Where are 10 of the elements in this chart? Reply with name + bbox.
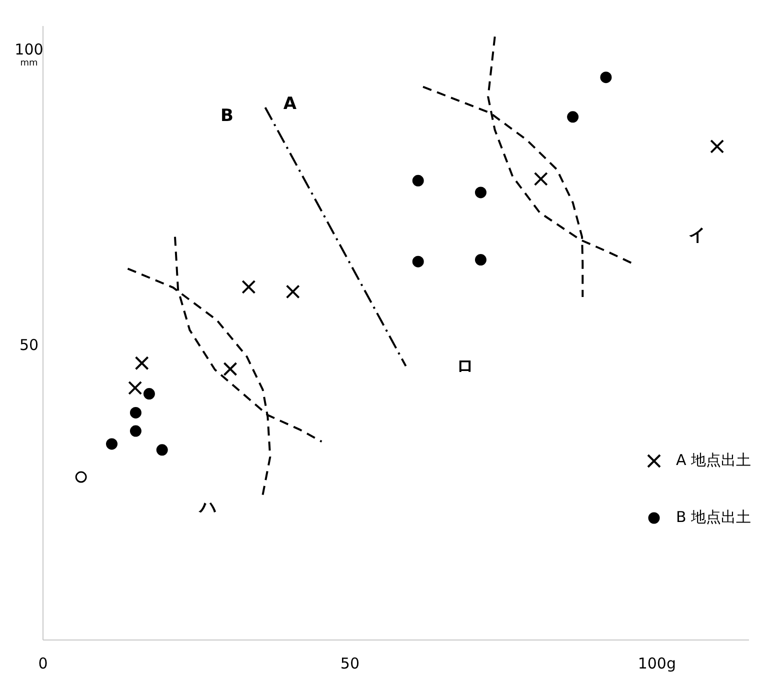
- x-tick-label: 0: [38, 654, 48, 673]
- legend-label: A 地点出土: [676, 451, 751, 470]
- annotation: イ: [688, 224, 706, 246]
- annotation: A: [283, 94, 297, 114]
- x-tick-label: 100g: [638, 654, 676, 673]
- annotation: ハ: [200, 496, 216, 518]
- legend-label: B 地点出土: [676, 508, 751, 527]
- annotation: ロ: [456, 356, 474, 378]
- x-tick-label: 50: [340, 654, 360, 673]
- annotation: B: [220, 106, 234, 126]
